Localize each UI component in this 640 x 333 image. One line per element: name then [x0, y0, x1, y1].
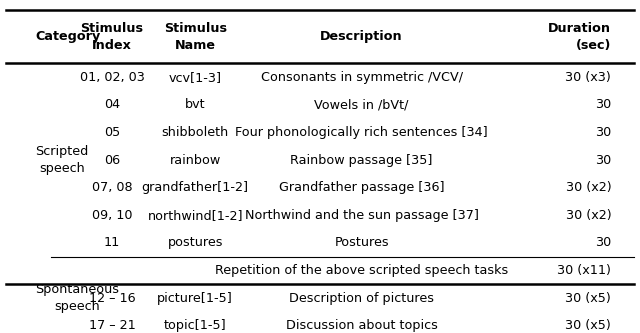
Text: Repetition of the above scripted speech tasks: Repetition of the above scripted speech …	[215, 264, 508, 277]
Text: Description of pictures: Description of pictures	[289, 292, 434, 305]
Text: topic[1-5]: topic[1-5]	[164, 319, 227, 332]
Text: 30 (x3): 30 (x3)	[566, 71, 611, 84]
Text: rainbow: rainbow	[170, 154, 221, 166]
Text: 30 (x5): 30 (x5)	[566, 292, 611, 305]
Text: 30: 30	[595, 236, 611, 249]
Text: Scripted
speech: Scripted speech	[35, 145, 88, 175]
Text: Duration
(sec): Duration (sec)	[548, 22, 611, 52]
Text: 04: 04	[104, 98, 120, 111]
Text: Postures: Postures	[334, 236, 389, 249]
Text: 01, 02, 03: 01, 02, 03	[79, 71, 145, 84]
Text: Northwind and the sun passage [37]: Northwind and the sun passage [37]	[244, 209, 479, 222]
Text: Stimulus
Name: Stimulus Name	[164, 22, 227, 52]
Text: 30 (x5): 30 (x5)	[566, 319, 611, 332]
Text: Four phonologically rich sentences [34]: Four phonologically rich sentences [34]	[236, 126, 488, 139]
Text: Description: Description	[320, 30, 403, 43]
Text: Grandfather passage [36]: Grandfather passage [36]	[279, 181, 444, 194]
Text: 11: 11	[104, 236, 120, 249]
Text: Rainbow passage [35]: Rainbow passage [35]	[291, 154, 433, 166]
Text: Vowels in /bVt/: Vowels in /bVt/	[314, 98, 409, 111]
Text: 06: 06	[104, 154, 120, 166]
Text: 30 (x2): 30 (x2)	[566, 209, 611, 222]
Text: vcv[1-3]: vcv[1-3]	[169, 71, 221, 84]
Text: Spontaneous
speech: Spontaneous speech	[35, 283, 119, 313]
Text: 30: 30	[595, 126, 611, 139]
Text: 30: 30	[595, 154, 611, 166]
Text: 17 – 21: 17 – 21	[88, 319, 136, 332]
Text: 30: 30	[595, 98, 611, 111]
Text: 05: 05	[104, 126, 120, 139]
Text: shibboleth: shibboleth	[161, 126, 229, 139]
Text: postures: postures	[168, 236, 223, 249]
Text: bvt: bvt	[185, 98, 205, 111]
Text: 09, 10: 09, 10	[92, 209, 132, 222]
Text: Discussion about topics: Discussion about topics	[285, 319, 438, 332]
Text: 07, 08: 07, 08	[92, 181, 132, 194]
Text: 12 – 16: 12 – 16	[89, 292, 135, 305]
Text: grandfather[1-2]: grandfather[1-2]	[141, 181, 249, 194]
Text: northwind[1-2]: northwind[1-2]	[147, 209, 243, 222]
Text: Stimulus
Index: Stimulus Index	[81, 22, 143, 52]
Text: picture[1-5]: picture[1-5]	[157, 292, 233, 305]
Text: Category: Category	[35, 30, 100, 43]
Text: 30 (x11): 30 (x11)	[557, 264, 611, 277]
Text: Consonants in symmetric /VCV/: Consonants in symmetric /VCV/	[260, 71, 463, 84]
Text: 30 (x2): 30 (x2)	[566, 181, 611, 194]
